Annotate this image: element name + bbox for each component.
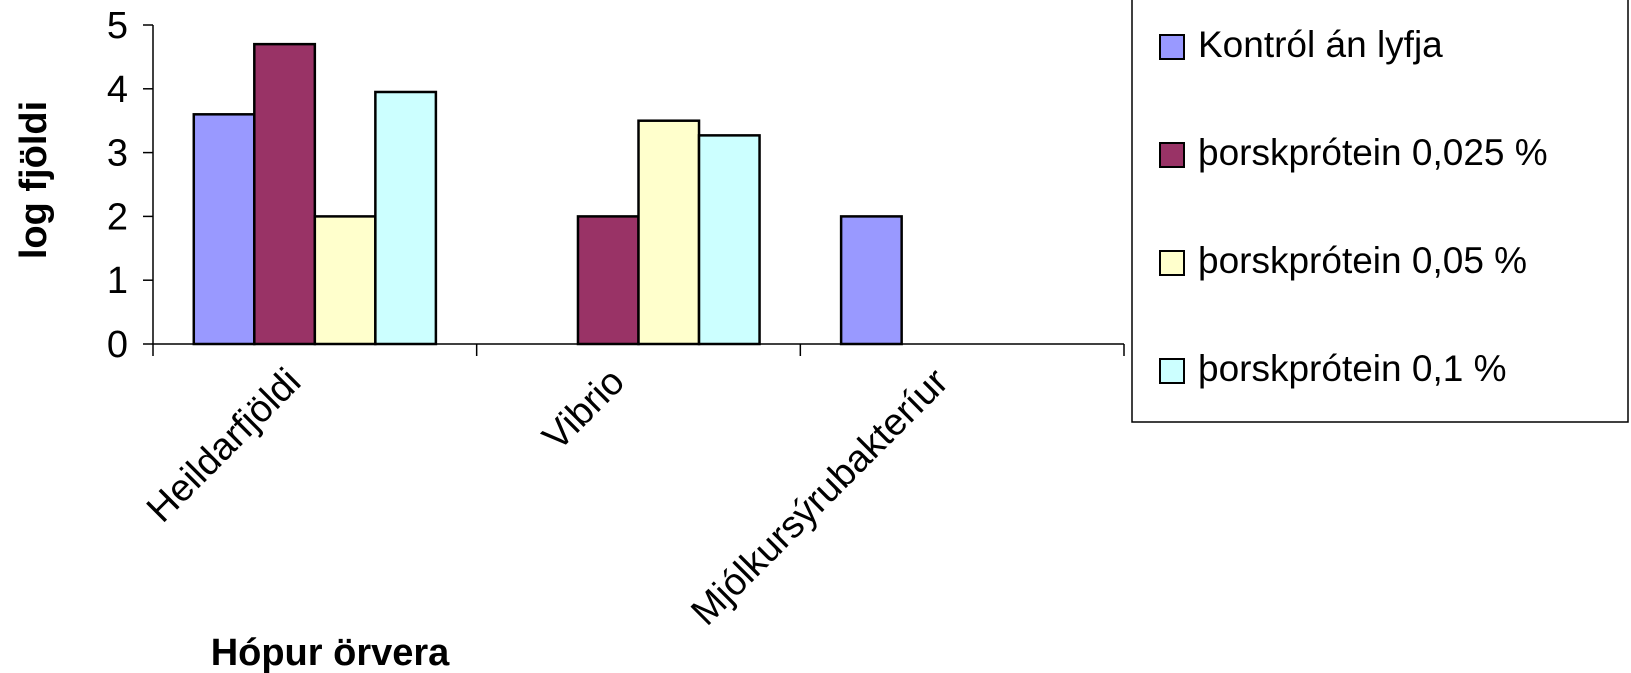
legend-swatch — [1159, 358, 1185, 384]
legend-box — [1131, 0, 1629, 423]
y-tick-label: 1 — [107, 260, 128, 302]
bar — [253, 42, 317, 346]
x-axis-title: Hópur örvera — [211, 632, 450, 673]
legend-label: þorskprótein 0,025 % — [1198, 132, 1548, 173]
plot-area — [192, 42, 903, 346]
x-axis: Heildarfjöldi Vibrio Mjólkursýrubakteríur — [139, 343, 1125, 634]
y-tick-label: 2 — [107, 196, 128, 238]
legend-label: þorskprótein 0,05 % — [1198, 240, 1527, 281]
bar — [192, 113, 256, 346]
bar — [697, 134, 761, 346]
legend-swatch — [1159, 142, 1185, 168]
bar — [313, 215, 377, 346]
legend-label: Kontról án lyfja — [1198, 24, 1443, 65]
legend-swatch — [1159, 34, 1185, 60]
legend-swatch — [1159, 250, 1185, 276]
bar — [839, 215, 903, 346]
x-tick-label: Mjólkursýrubakteríur — [683, 360, 956, 633]
y-tick-label: 0 — [107, 324, 128, 366]
y-axis-title: log fjöldi — [13, 101, 55, 259]
legend: Kontról án lyfja þorskprótein 0,025 % þors… — [1131, 0, 1629, 423]
bar — [374, 90, 438, 346]
x-tick-label: Vibrio — [535, 361, 633, 459]
bar — [637, 119, 701, 346]
y-tick-label: 4 — [107, 69, 128, 111]
legend-label: þorskprótein 0,1 % — [1198, 348, 1507, 389]
y-tick-label: 3 — [107, 133, 128, 175]
y-tick-label: 5 — [107, 5, 128, 47]
bar — [576, 215, 640, 346]
y-axis: 0 1 2 3 4 5 — [107, 5, 154, 366]
x-tick-label: Heildarfjöldi — [139, 361, 309, 531]
